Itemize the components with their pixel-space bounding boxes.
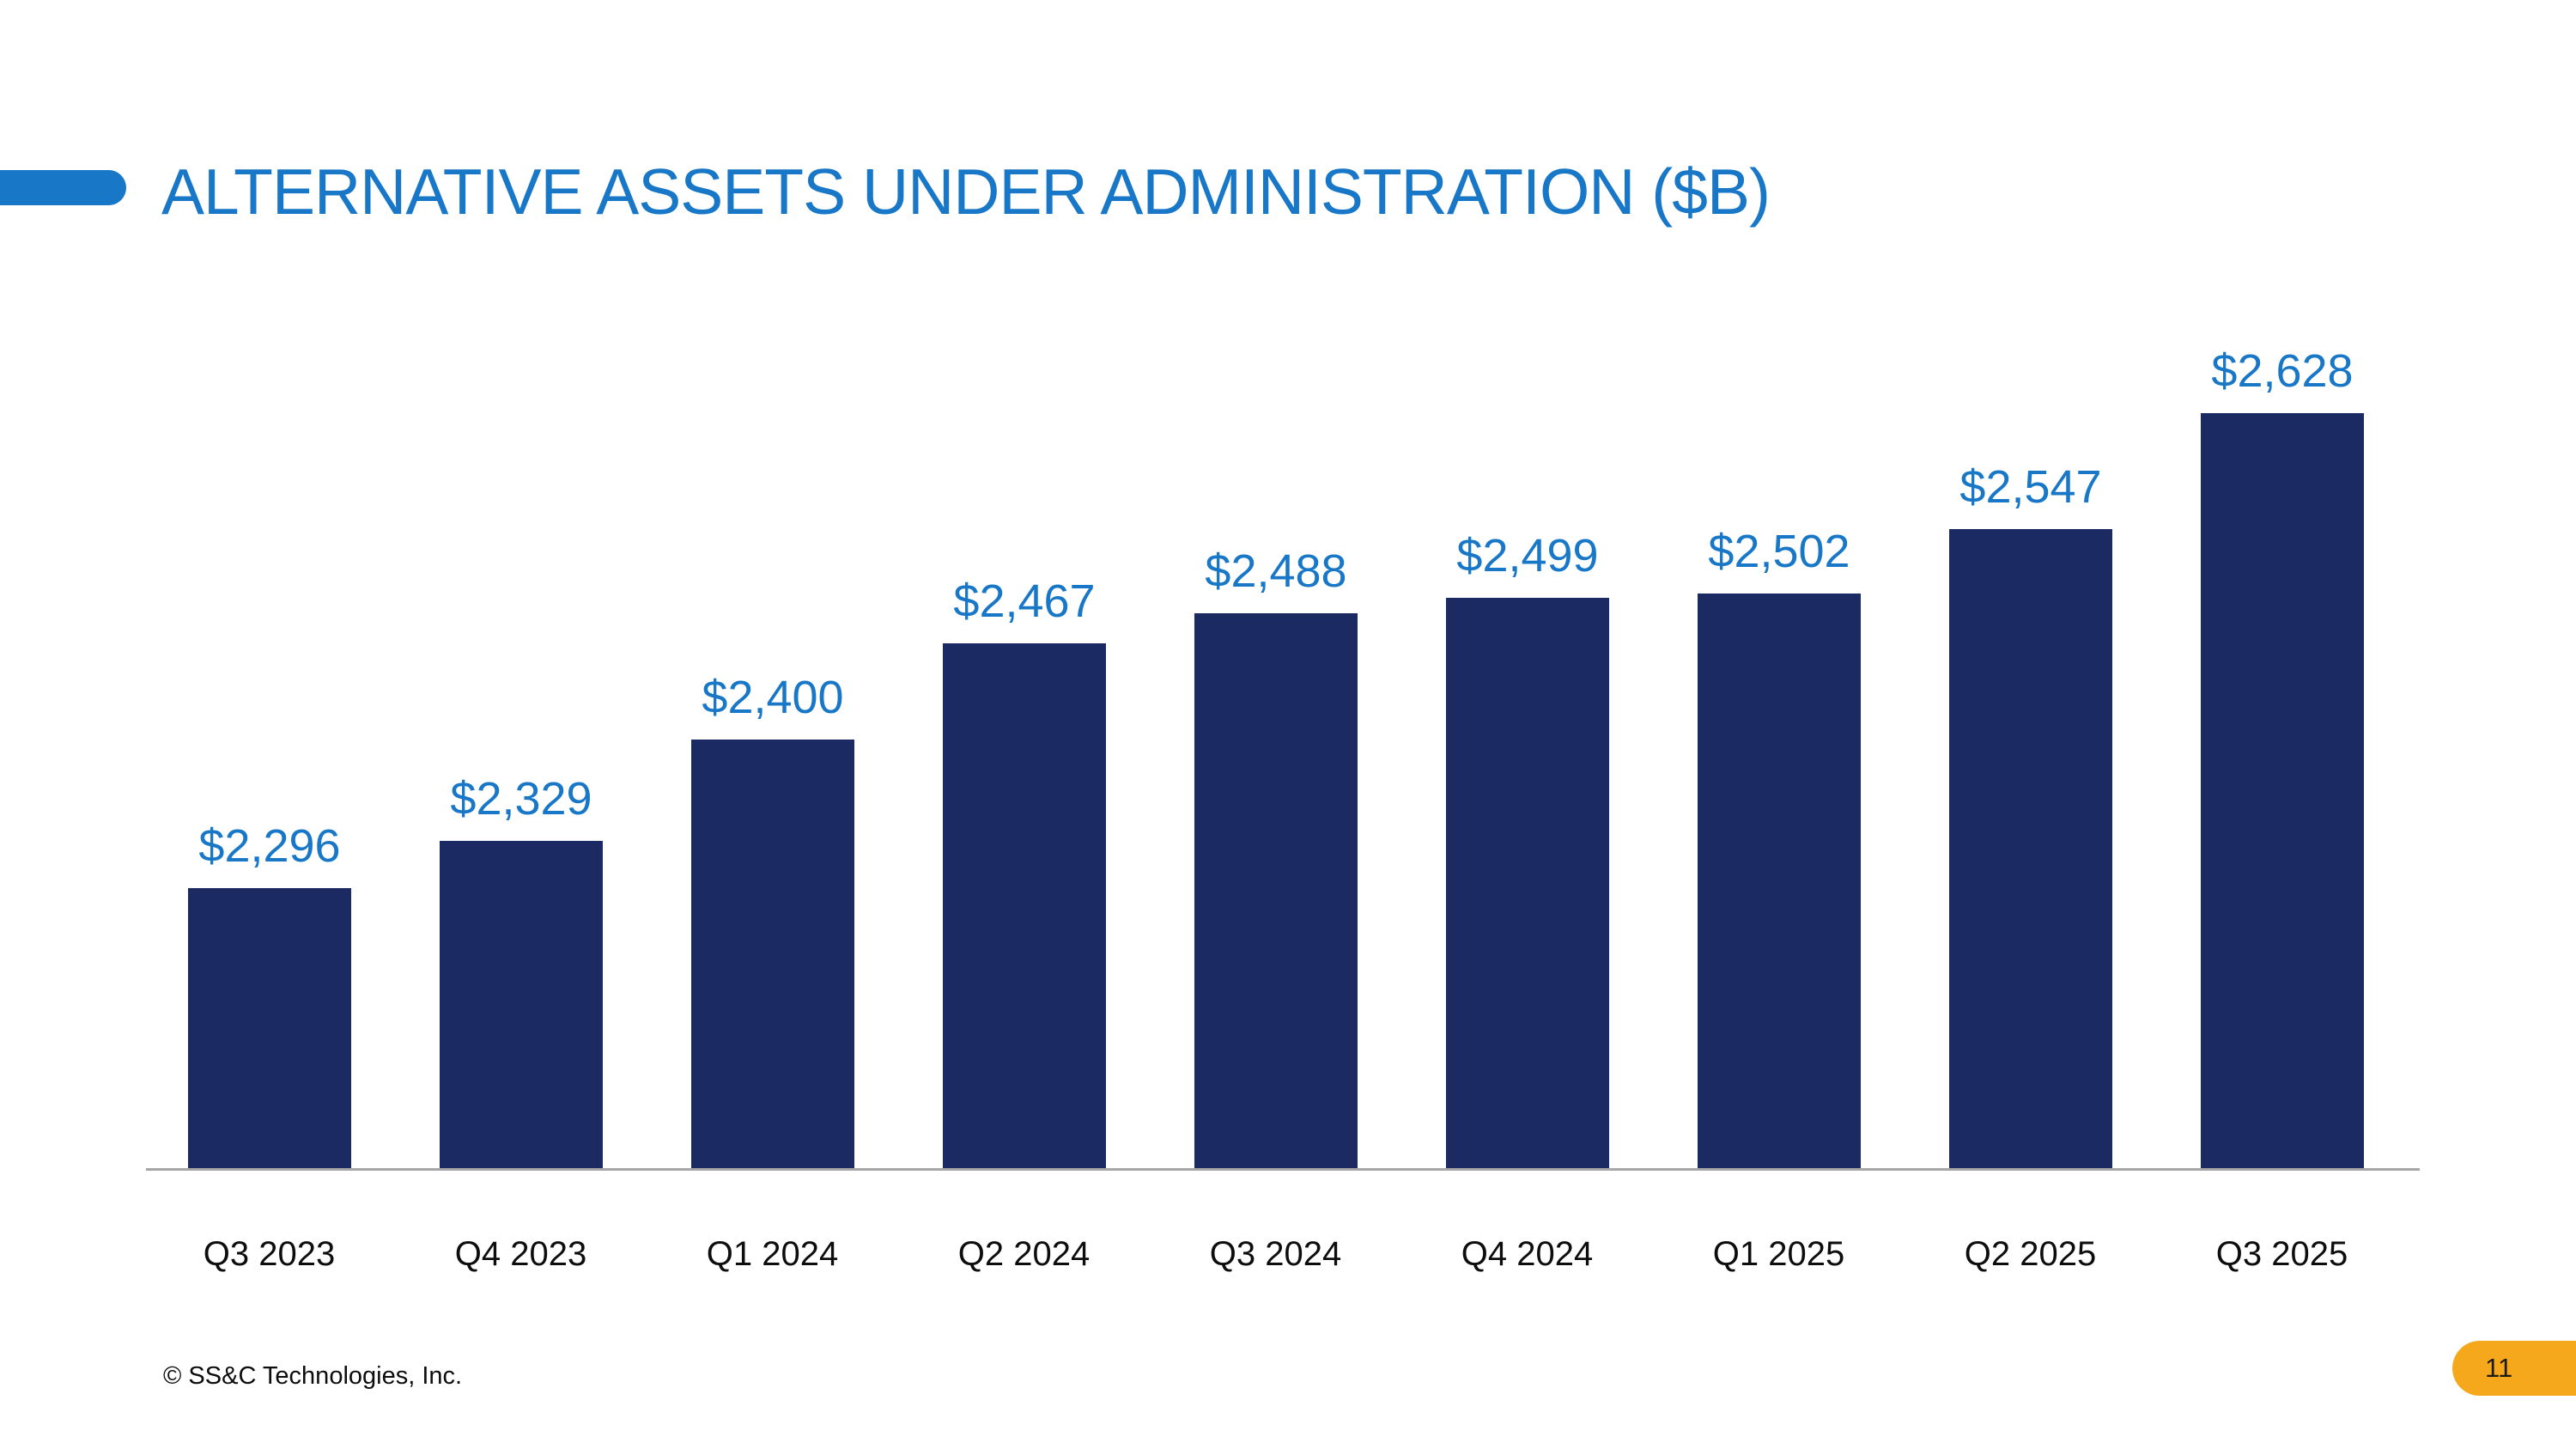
bar-value-label: $2,628: [2211, 344, 2354, 397]
x-axis-line: [146, 1168, 2420, 1171]
bar-value-label: $2,400: [702, 671, 844, 723]
bar-value-label: $2,502: [1708, 525, 1850, 577]
bar-value-label: $2,488: [1205, 545, 1347, 597]
bar-value-label: $2,547: [1959, 460, 2102, 513]
bar: [2201, 413, 2364, 1168]
x-axis-label: Q4 2023: [454, 1235, 587, 1273]
bar-value-label: $2,499: [1456, 529, 1599, 581]
bar: [943, 643, 1106, 1168]
bar-value-label: $2,296: [198, 819, 341, 872]
x-axis-labels: Q3 2023 Q4 2023 Q1 2024 Q2 2024 Q3 2024 Q4 20…: [143, 1235, 2410, 1287]
page-number: 11: [2485, 1353, 2513, 1383]
bar-chart: $2,296 $2,329 $2,400 $2,467 $2,488 $2,499 $2,5…: [146, 329, 2420, 1171]
x-axis-label: Q3 2025: [2215, 1235, 2348, 1273]
page-title: ALTERNATIVE ASSETS UNDER ADMINISTRATION …: [161, 155, 1771, 228]
bar: [1698, 594, 1861, 1168]
x-axis-label: Q1 2024: [706, 1235, 839, 1273]
x-axis-label: Q2 2025: [1964, 1235, 2097, 1273]
bar: [1446, 598, 1609, 1168]
bar: [691, 740, 854, 1168]
bar-value-label: $2,329: [450, 772, 592, 825]
x-axis-label: Q3 2023: [203, 1235, 336, 1273]
x-axis-label: Q4 2024: [1461, 1235, 1594, 1273]
bar: [1949, 529, 2112, 1168]
x-axis-label: Q1 2025: [1712, 1235, 1845, 1273]
bar: [440, 841, 603, 1168]
x-axis-label: Q2 2024: [957, 1235, 1091, 1273]
bar-value-label: $2,467: [953, 575, 1096, 627]
bar: [188, 888, 351, 1168]
title-accent-dash: [0, 170, 126, 205]
footer-copyright: © SS&C Technologies, Inc.: [163, 1362, 463, 1390]
bar: [1194, 613, 1358, 1168]
page-number-pill: 11: [2452, 1341, 2576, 1396]
x-axis-label: Q3 2024: [1209, 1235, 1342, 1273]
